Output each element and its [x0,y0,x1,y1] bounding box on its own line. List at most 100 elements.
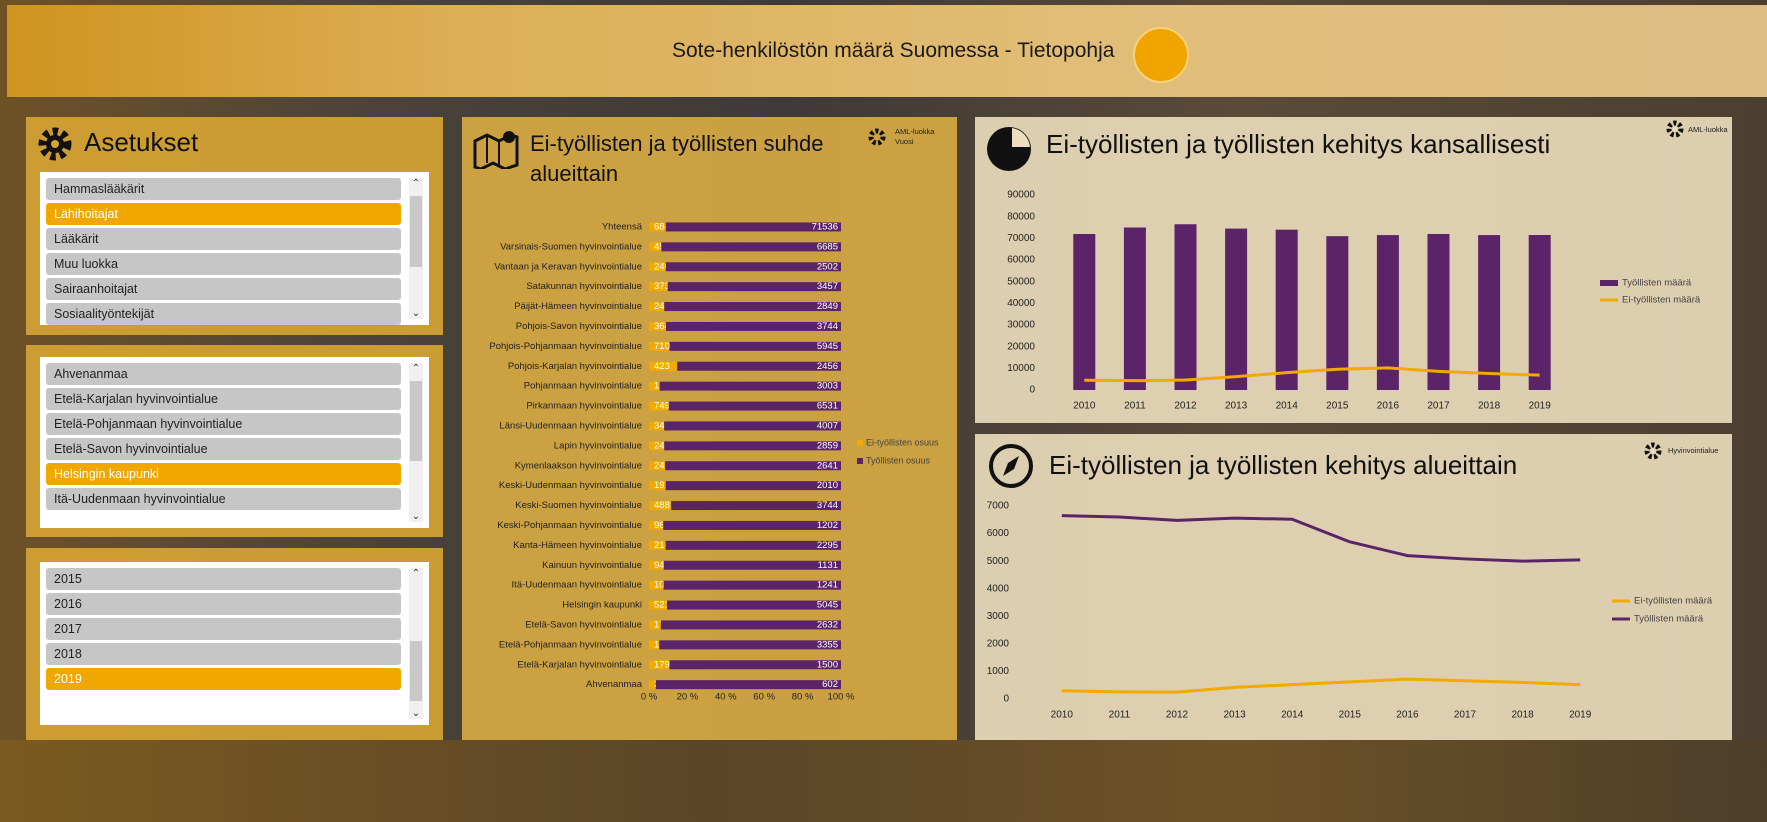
list-option[interactable]: Lääkärit [46,228,401,250]
y-tick-label: 60000 [1007,255,1035,266]
data-label: 1202 [817,520,838,531]
bar-segment [669,342,841,351]
scroll-up[interactable]: ⌃ [409,178,423,189]
data-label: 3744 [817,500,838,511]
list-option[interactable]: Etelä-Karjalan hyvinvointialue [46,388,401,410]
x-tick-label: 60 % [753,692,775,703]
scroll-down[interactable]: ⌄ [409,708,423,719]
scroll-up[interactable]: ⌃ [409,363,423,374]
legend-label: Työllisten määrä [1634,614,1704,625]
data-label: 96 [654,520,665,531]
bar-segment [663,521,841,530]
bar-segment [659,640,841,649]
list-option[interactable]: Sosiaalityöntekijät [46,303,401,325]
x-tick-label: 80 % [792,692,814,703]
data-label: 2849 [817,301,838,312]
bar-segment [666,481,841,490]
legend-marker [857,458,863,464]
list-option[interactable]: Lähihoitajat [46,203,401,225]
data-label: 179 [654,659,670,670]
scroll-thumb[interactable] [410,196,422,267]
y-tick-label: 40000 [1007,298,1035,309]
list-option[interactable]: 2018 [46,643,401,665]
x-tick-label: 2011 [1109,710,1131,721]
data-label: 5045 [817,600,838,611]
y-tick-label: Ahvenanmaa [586,679,643,690]
data-label: 749 [654,401,670,412]
y-tick-label: 0 [1003,694,1009,705]
x-tick-label: 2018 [1478,401,1501,412]
x-tick-label: 2013 [1223,710,1246,721]
legend-label: Työllisten osuus [866,455,931,465]
list-option[interactable]: Sairaanhoitajat [46,278,401,300]
list-option[interactable]: 2016 [46,593,401,615]
scroll-down[interactable]: ⌄ [409,511,423,522]
list-option[interactable]: Etelä-Pohjanmaan hyvinvointialue [46,413,401,435]
list-option[interactable]: 2015 [46,568,401,590]
data-label: 3744 [817,321,838,332]
y-tick-label: 90000 [1007,190,1035,201]
scroll-up[interactable]: ⌃ [409,568,423,579]
bar-segment [666,541,841,550]
y-tick-label: 7000 [987,501,1010,512]
y-tick-label: Pohjanmaan hyvinvointialue [524,381,642,392]
bar-segment [668,282,841,291]
y-tick-label: Kanta-Hämeen hyvinvointialue [513,540,642,551]
x-tick-label: 2015 [1326,401,1349,412]
y-tick-label: Keski-Suomen hyvinvointialue [515,500,642,511]
bar-segment [669,660,841,669]
gear-icon [36,125,74,163]
data-label: 2859 [817,440,838,451]
list-option[interactable]: Helsingin kaupunki [46,463,401,485]
x-tick-label: 100 % [828,692,855,703]
bar-segment [664,561,841,570]
list-option[interactable]: Muu luokka [46,253,401,275]
y-tick-label: Länsi-Uudenmaan hyvinvointialue [499,420,642,431]
data-label: 6531 [817,401,838,412]
x-tick-label: 2017 [1427,401,1450,412]
bar [1478,235,1500,390]
chart: Yhteensä684371536Varsinais-Suomen hyvinv… [462,117,957,740]
scrollbar[interactable]: ⌃⌄ [409,178,423,319]
bar [1175,224,1197,390]
data-label: 4007 [817,420,838,431]
data-label: 2295 [817,540,838,551]
legend-marker [857,440,863,446]
x-tick-label: 2012 [1166,710,1189,721]
logo [1133,27,1189,83]
y-tick-label: Pohjois-Karjalan hyvinvointialue [508,361,642,372]
line [1062,516,1580,561]
bar [1529,235,1551,390]
list-option[interactable]: 2017 [46,618,401,640]
data-label: 5945 [817,341,838,352]
x-tick-label: 40 % [715,692,737,703]
list-option[interactable]: Etelä-Savon hyvinvointialue [46,438,401,460]
bar-segment [666,262,841,271]
scroll-thumb[interactable] [410,381,422,461]
data-label: 6685 [817,241,838,252]
header: Sote-henkilöstön määrä Suomessa - Tietop… [7,5,1767,97]
list-option[interactable]: Ahvenanmaa [46,363,401,385]
option-list[interactable]: Hammaslääkärit Lähihoitajat Lääkärit Muu lu… [40,172,429,325]
y-tick-label: Etelä-Savon hyvinvointialue [525,619,642,630]
y-tick-label: Vantaan ja Keravan hyvinvointialue [494,261,642,272]
list-option[interactable]: Hammaslääkärit [46,178,401,200]
list-option[interactable]: 2019 [46,668,401,690]
bar-segment [660,382,841,391]
page-title: Sote-henkilöstön määrä Suomessa - Tietop… [672,39,1114,63]
y-tick-label: 80000 [1007,211,1035,222]
scrollbar[interactable]: ⌃⌄ [409,568,423,719]
scroll-down[interactable]: ⌄ [409,308,423,319]
y-tick-label: Varsinais-Suomen hyvinvointialue [500,241,642,252]
list-option[interactable]: Itä-Uudenmaan hyvinvointialue [46,488,401,510]
scrollbar[interactable]: ⌃⌄ [409,363,423,522]
data-label: 2632 [817,619,838,630]
option-list[interactable]: Ahvenanmaa Etelä-Karjalan hyvinvointialue… [40,357,429,528]
bar-segment [671,501,841,510]
scroll-thumb[interactable] [410,641,422,701]
data-label: 3355 [817,639,838,650]
data-label: 3003 [817,381,838,392]
data-label: 71536 [812,221,838,232]
